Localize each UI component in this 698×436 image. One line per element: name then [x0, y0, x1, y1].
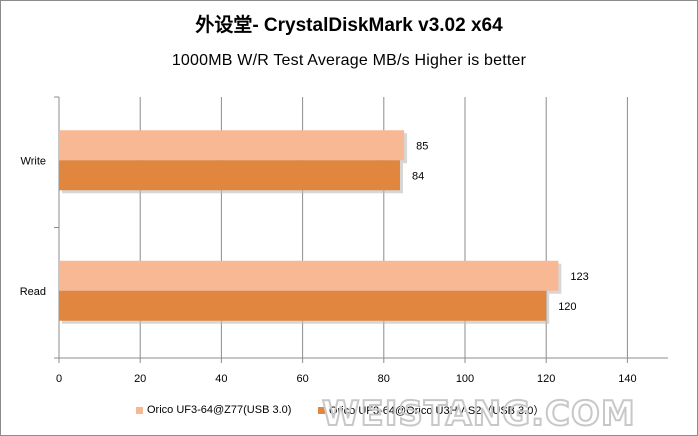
watermark-text: WEISTANG.COM: [322, 394, 636, 432]
legend-item-series-2: Orico UF3-64@Orico U3HV-S2（USB 3.0）: [318, 401, 544, 419]
data-label-write-s2: 84: [412, 170, 424, 182]
x-tick-label-3: 60: [296, 373, 308, 385]
bar-write-series-2: [59, 160, 401, 191]
x-tick-label-0: 0: [56, 373, 62, 385]
watermark-logo: WEISTANG.COM: [321, 393, 636, 432]
x-tick-label-4: 80: [378, 373, 390, 385]
chart-title: 外设堂- CrystalDiskMark v3.02 x64: [195, 15, 503, 36]
x-tick-label-7: 140: [618, 373, 636, 385]
bar-read-series-1: [59, 260, 559, 291]
y-category-label-write: Write: [21, 155, 46, 167]
x-tick-label-2: 40: [215, 373, 227, 385]
legend-swatch-series-2: [318, 406, 325, 414]
y-category-label-read: Read: [20, 286, 46, 298]
data-label-read-s2: 120: [558, 301, 576, 313]
data-label-read-s1: 123: [570, 271, 588, 283]
chart-subtitle: 1000MB W/R Test Average MB/s Higher is b…: [171, 52, 527, 69]
x-tick-label-1: 20: [134, 373, 146, 385]
data-label-write-s1: 85: [416, 140, 428, 152]
legend-label-series-2: Orico UF3-64@Orico U3HV-S2（USB 3.0）: [329, 405, 545, 417]
x-tick-label-5: 100: [456, 373, 474, 385]
x-tick-label-6: 120: [537, 373, 555, 385]
bar-read-series-2: [59, 290, 547, 321]
legend-swatch-series-1: [136, 406, 143, 414]
legend-item-series-1: Orico UF3-64@Z77(USB 3.0): [136, 401, 291, 419]
bar-write-series-1: [59, 130, 405, 161]
legend-label-series-1: Orico UF3-64@Z77(USB 3.0): [147, 404, 292, 416]
